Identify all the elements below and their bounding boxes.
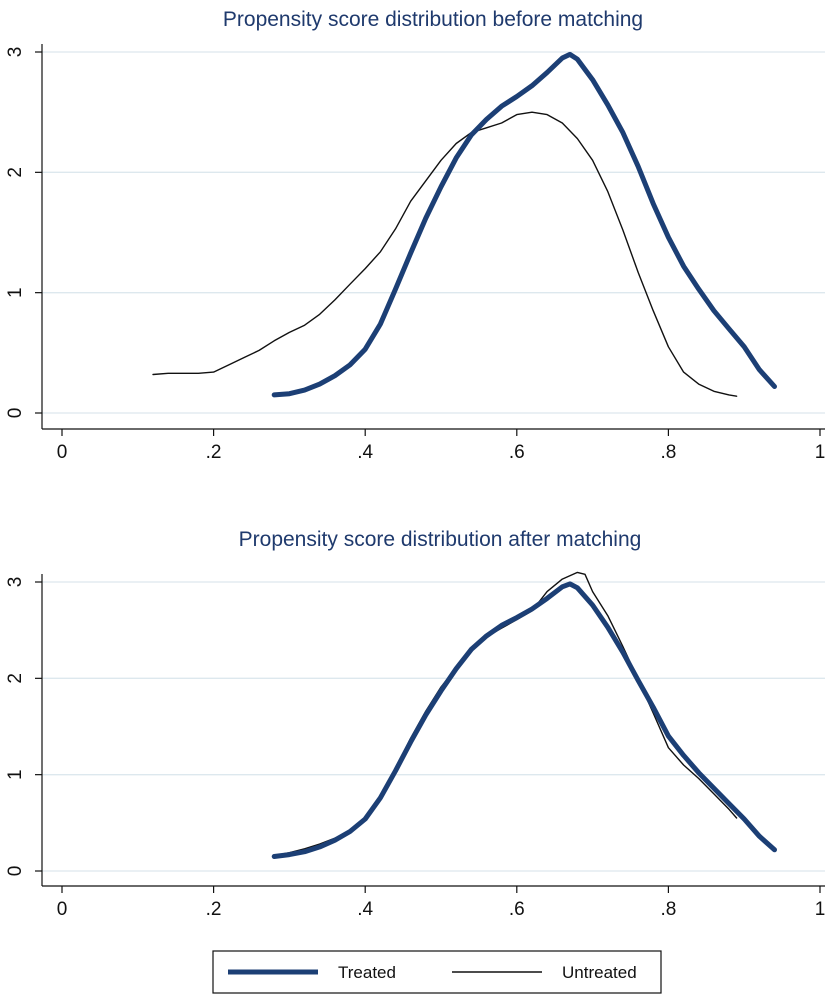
x-tick-label-before-1: 1 bbox=[815, 442, 826, 463]
x-tick-label-after-.6: .6 bbox=[509, 899, 525, 920]
y-tick-label-before-2: 2 bbox=[5, 167, 26, 178]
panel-before-matching: Propensity score distribution before mat… bbox=[5, 8, 825, 463]
x-tick-label-after-0: 0 bbox=[57, 899, 68, 920]
y-tick-label-after-1: 1 bbox=[5, 769, 26, 780]
series-line-after-treated bbox=[271, 581, 777, 859]
x-tick-label-after-.4: .4 bbox=[357, 899, 373, 920]
gridlines-after bbox=[42, 581, 825, 872]
chart-title-after: Propensity score distribution after matc… bbox=[239, 528, 642, 551]
gridlines-before bbox=[42, 51, 825, 414]
x-tick-label-before-.8: .8 bbox=[660, 442, 676, 463]
series-line-before-treated bbox=[271, 51, 777, 398]
series-line-before-untreated bbox=[152, 111, 738, 397]
series-before bbox=[152, 51, 777, 398]
y-tick-label-after-3: 3 bbox=[5, 577, 26, 588]
x-tick-label-before-.2: .2 bbox=[206, 442, 222, 463]
x-tick-label-after-.2: .2 bbox=[206, 899, 222, 920]
chart-title-before: Propensity score distribution before mat… bbox=[223, 8, 643, 31]
x-tick-label-after-.8: .8 bbox=[660, 899, 676, 920]
panel-after-matching: Propensity score distribution after matc… bbox=[5, 528, 825, 920]
y-tick-label-before-0: 0 bbox=[5, 408, 26, 419]
legend-label-treated: Treated bbox=[338, 963, 396, 982]
legend-label-untreated: Untreated bbox=[562, 963, 637, 982]
x-tick-label-after-1: 1 bbox=[815, 899, 826, 920]
legend: Treated Untreated bbox=[212, 950, 662, 994]
axes-before: 0 1 2 3 0 .2 .4 .6 .8 1 bbox=[5, 44, 825, 463]
x-tick-label-before-0: 0 bbox=[57, 442, 68, 463]
y-tick-label-after-2: 2 bbox=[5, 673, 26, 684]
y-tick-label-before-1: 1 bbox=[5, 287, 26, 298]
x-tick-label-before-.6: .6 bbox=[509, 442, 525, 463]
y-tick-label-after-0: 0 bbox=[5, 866, 26, 877]
x-tick-label-before-.4: .4 bbox=[357, 442, 373, 463]
axes-after: 0 1 2 3 0 .2 .4 .6 .8 1 bbox=[5, 574, 825, 920]
y-tick-label-before-3: 3 bbox=[5, 47, 26, 58]
series-after bbox=[271, 571, 777, 859]
